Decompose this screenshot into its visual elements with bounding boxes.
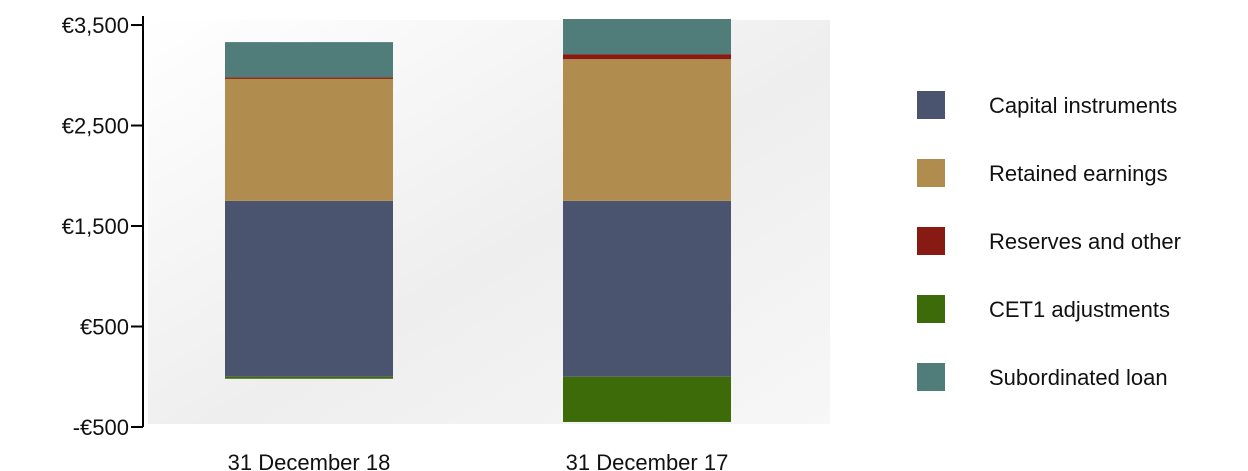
y-axis: €3,500 €2,500 €1,500 €500 -€500: [62, 13, 144, 440]
legend-label: Reserves and other: [989, 229, 1181, 254]
legend-swatch-retained-earnings: [917, 159, 945, 187]
bar-capital-instruments-31-december-17: [563, 200, 731, 377]
y-tick-label: €500: [80, 315, 129, 340]
legend-swatch-cet1-adjustments: [917, 295, 945, 323]
bar-subordinated-loan-31-december-17: [563, 18, 731, 55]
bar-cet1-adjustments-31-december-17: [563, 376, 731, 422]
bar-capital-instruments-31-december-18: [225, 200, 393, 377]
legend-label: Capital instruments: [989, 93, 1177, 118]
y-tick-label: €2,500: [62, 114, 129, 139]
x-category-label: 31 December 17: [566, 450, 729, 471]
legend-swatch-subordinated-loan: [917, 363, 945, 391]
legend-label: Subordinated loan: [989, 365, 1168, 390]
bar-cet1-adjustments-31-december-18: [225, 376, 393, 379]
bars-group: [225, 18, 731, 422]
bar-reserves-and-other-31-december-18: [225, 77, 393, 79]
legend-swatch-reserves-and-other: [917, 227, 945, 255]
bar-reserves-and-other-31-december-17: [563, 54, 731, 60]
legend-label: CET1 adjustments: [989, 297, 1170, 322]
y-tick-label: €1,500: [62, 214, 129, 239]
legend-label: Retained earnings: [989, 161, 1168, 186]
y-tick-label: €3,500: [62, 13, 129, 38]
y-tick-label: -€500: [73, 415, 129, 440]
x-axis: 31 December 18 31 December 17: [228, 450, 729, 471]
legend-swatch-capital-instruments: [917, 91, 945, 119]
legend: Capital instruments Retained earnings Rese…: [917, 91, 1181, 391]
bar-retained-earnings-31-december-17: [563, 59, 731, 201]
x-category-label: 31 December 18: [228, 450, 391, 471]
bar-subordinated-loan-31-december-18: [225, 42, 393, 78]
bar-retained-earnings-31-december-18: [225, 78, 393, 201]
